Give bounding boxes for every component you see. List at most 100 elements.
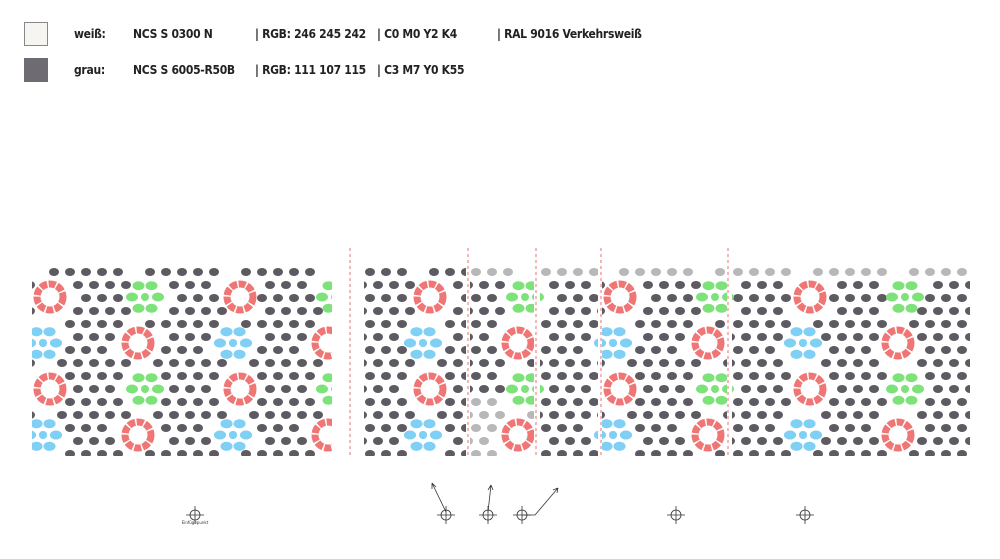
rosette-petal <box>532 385 534 393</box>
ring <box>607 192 633 218</box>
dot <box>289 320 299 328</box>
rosette-petal <box>404 430 416 440</box>
dot <box>869 385 879 393</box>
rosette-petal <box>32 327 43 337</box>
dot <box>97 346 107 354</box>
dot <box>741 411 751 419</box>
dot <box>651 294 661 302</box>
rosette-petal <box>803 419 816 429</box>
dot <box>437 411 447 419</box>
rosette-petal <box>336 189 348 198</box>
rosette-petal <box>336 396 348 405</box>
dot <box>153 359 163 367</box>
rosette-petal <box>614 235 626 244</box>
dot <box>97 320 107 328</box>
dot <box>749 398 759 406</box>
rosette-petal <box>322 395 332 405</box>
rosette-petal <box>316 201 328 210</box>
dot <box>573 398 583 406</box>
dot <box>470 385 473 393</box>
ring <box>501 418 534 452</box>
dot <box>193 450 203 456</box>
rosette-petal <box>423 327 436 337</box>
rosette-petal <box>44 235 56 244</box>
dot <box>773 385 783 393</box>
dot <box>470 411 473 419</box>
dot <box>281 281 291 289</box>
rosette-petal <box>512 303 525 313</box>
dot <box>405 307 415 315</box>
dot <box>32 281 35 289</box>
ring <box>227 192 253 218</box>
dot <box>313 307 323 315</box>
rosette-petal <box>133 189 145 198</box>
dot <box>941 424 951 432</box>
dot <box>651 424 661 432</box>
dot <box>479 307 489 315</box>
dot <box>877 372 887 380</box>
dot <box>161 372 171 380</box>
arrow <box>522 487 559 516</box>
rosette-petal <box>893 212 905 221</box>
dot <box>581 307 591 315</box>
rosette-petal <box>804 235 816 244</box>
dot <box>845 294 855 302</box>
rgb: | RGB: 246 245 242 <box>255 27 366 41</box>
dot <box>429 268 439 276</box>
dot <box>732 437 735 445</box>
dot <box>781 450 791 456</box>
rosette-petal <box>316 201 328 210</box>
dot <box>675 411 685 419</box>
dot <box>773 359 783 367</box>
rosette-petal <box>234 258 246 267</box>
dot <box>861 372 871 380</box>
rosette-petal <box>540 384 544 394</box>
rosette-petal <box>31 258 43 267</box>
rosette-petal <box>703 212 715 221</box>
dot <box>349 268 359 276</box>
dot <box>635 398 645 406</box>
rosette-petal <box>50 338 62 348</box>
dot <box>461 346 466 354</box>
ring <box>37 192 63 218</box>
dot <box>527 359 534 367</box>
dot <box>587 346 597 354</box>
dot <box>297 359 307 367</box>
dot <box>723 411 727 419</box>
dot <box>829 398 839 406</box>
color-name: grau: <box>74 63 105 77</box>
dot <box>487 372 497 380</box>
rosette-centre <box>141 293 149 301</box>
rosette-petal <box>602 338 606 348</box>
dot <box>643 437 653 445</box>
rosette-petal <box>994 235 1000 244</box>
dot <box>97 372 107 380</box>
dot <box>397 424 407 432</box>
dot <box>381 320 391 328</box>
dot <box>257 372 267 380</box>
rosette-petal <box>322 373 332 383</box>
rosette-petal <box>620 247 632 256</box>
rosette-centre <box>989 247 997 255</box>
dot <box>749 294 759 302</box>
dot <box>651 450 661 456</box>
dot <box>643 359 653 367</box>
rosette-petal <box>336 189 348 198</box>
dot <box>683 372 693 380</box>
rosette-petal <box>24 247 36 256</box>
dot <box>821 411 831 419</box>
rosette-petal <box>716 189 728 198</box>
rosette-centre <box>331 201 339 209</box>
rosette-petal <box>525 303 534 313</box>
dot <box>540 411 543 419</box>
dot <box>549 307 559 315</box>
dot <box>813 450 823 456</box>
rosette-petal <box>790 441 803 451</box>
dot <box>209 294 219 302</box>
dot <box>557 294 567 302</box>
dot <box>749 268 759 276</box>
rosette-petal <box>336 281 348 290</box>
ring <box>33 280 67 314</box>
rosette-petal <box>981 235 993 244</box>
